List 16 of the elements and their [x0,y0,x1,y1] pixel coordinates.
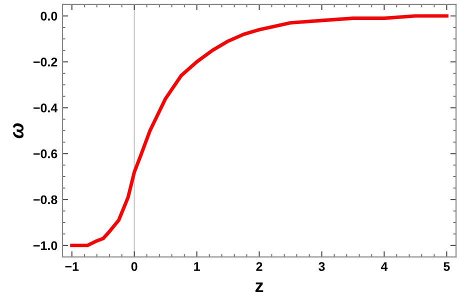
line-series [70,14,448,248]
y-tick-label: −0.4 [33,104,58,112]
x-tick-label: 5 [444,262,450,271]
x-tick-label: 3 [318,262,325,271]
x-tick-label: −1 [65,262,79,271]
y-tick-label: −0.8 [33,195,58,204]
y-tick-label: −0.6 [33,149,58,158]
x-tick-label: 1 [194,262,200,271]
y-tick-label: −1.0 [33,241,58,250]
x-tick-label: 0 [131,262,138,271]
x-axis-title: z [255,282,264,292]
y-tick-label: 0.0 [40,12,58,21]
x-tick-label: 2 [256,262,262,271]
y-axis-title: ω [12,123,24,138]
y-tick-label: −0.2 [33,58,58,66]
x-tick-label: 4 [380,262,388,271]
